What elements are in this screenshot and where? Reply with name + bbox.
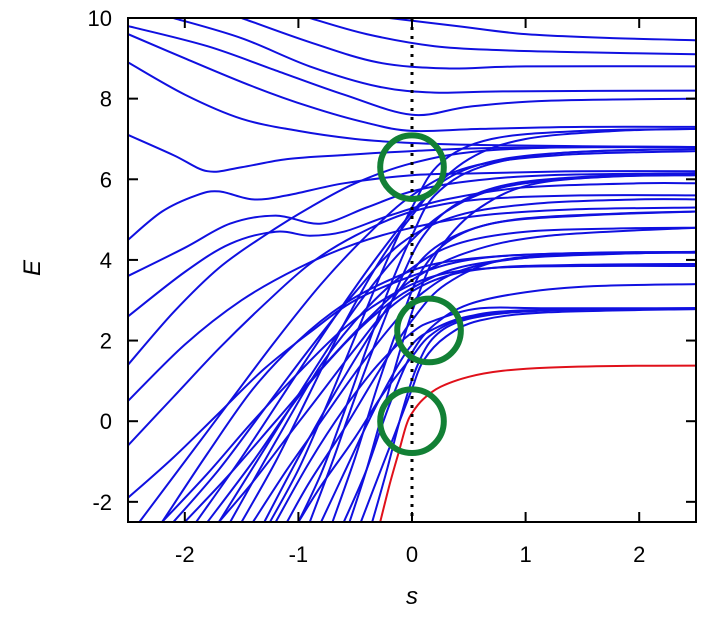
ground-state-curve <box>379 364 696 522</box>
level-curve-17 <box>389 18 696 42</box>
level-curve-13 <box>128 25 696 117</box>
level-curve-40 <box>218 263 696 522</box>
crossing-circle-2 <box>394 295 464 366</box>
level-curve-8 <box>128 172 696 277</box>
level-curve-12 <box>128 33 696 133</box>
x-tick-label: 2 <box>633 542 645 567</box>
level-curve-5 <box>161 250 696 522</box>
y-axis-label: E <box>19 259 46 276</box>
level-curve-33 <box>297 148 696 522</box>
y-tick-label: 2 <box>100 329 112 354</box>
level-curve-32 <box>240 148 696 522</box>
axis-ticks: -2 -1 0 1 2 -2 0 2 4 6 8 10 <box>88 6 696 567</box>
level-curve-20 <box>320 307 696 522</box>
y-tick-label: 10 <box>88 6 112 31</box>
x-axis-label: s <box>406 583 418 610</box>
level-curve-16 <box>309 18 696 56</box>
level-curve-6 <box>229 226 696 522</box>
level-curve-18 <box>128 250 696 499</box>
level-curve-27 <box>128 194 696 447</box>
level-curve-30 <box>348 172 696 522</box>
level-curve-15 <box>241 18 696 70</box>
crossing-circles <box>377 132 464 457</box>
level-curve-35 <box>128 181 696 318</box>
level-curve-23 <box>286 251 696 522</box>
y-tick-label: 4 <box>100 248 112 273</box>
level-curve-14 <box>173 18 696 94</box>
crossing-circle-1 <box>377 132 447 202</box>
x-tick-label: 0 <box>406 542 418 567</box>
y-tick-label: 0 <box>100 409 112 434</box>
level-curve-24 <box>184 226 696 522</box>
level-curve-2 <box>274 306 696 522</box>
level-curves <box>128 18 696 522</box>
level-curve-21 <box>359 308 696 522</box>
level-curve-34 <box>128 145 696 366</box>
crossing-circle-3 <box>377 386 447 457</box>
level-curve-38 <box>172 198 696 522</box>
x-tick-label: -1 <box>289 542 309 567</box>
level-curve-9 <box>128 170 696 241</box>
y-tick-label: -2 <box>92 490 112 515</box>
x-tick-label: -2 <box>175 542 195 567</box>
y-tick-label: 8 <box>100 87 112 112</box>
level-curve-3 <box>342 283 696 522</box>
level-curve-19 <box>161 264 696 522</box>
level-curve-36 <box>195 127 696 522</box>
y-tick-label: 6 <box>100 167 112 192</box>
level-curve-26 <box>331 210 696 522</box>
level-curve-10 <box>128 133 696 173</box>
level-curve-22 <box>252 250 696 522</box>
level-curve-37 <box>269 127 696 522</box>
x-tick-label: 1 <box>519 542 531 567</box>
level-curve-31 <box>138 150 696 522</box>
